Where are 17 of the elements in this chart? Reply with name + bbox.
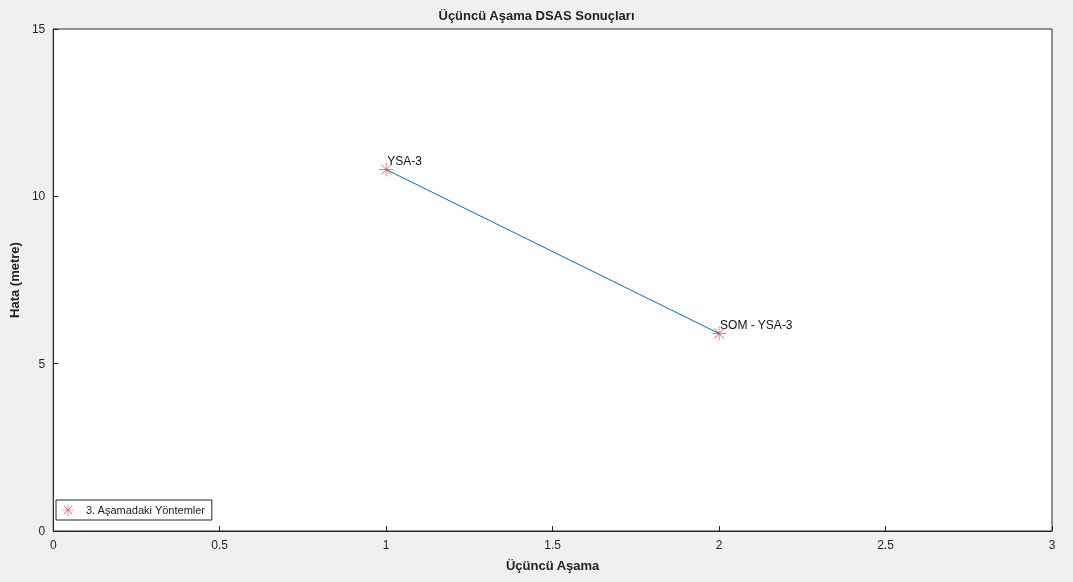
annotation: SOM - YSA-3 (720, 317, 793, 332)
x-axis-title: Üçüncü Aşama (505, 558, 601, 573)
y-tick-label: 5 (38, 356, 46, 371)
y-axis-title: Hata (metre) (7, 242, 22, 318)
x-tick-label: 2.5 (877, 538, 895, 552)
y-tick-label: 15 (31, 22, 46, 36)
legend-label: 3. Aşamadaki Yöntemler (86, 504, 206, 516)
x-tick-label: 1.5 (544, 538, 562, 552)
x-tick-label: 0 (49, 538, 57, 552)
x-tick-label: 3 (1048, 538, 1056, 552)
x-tick-label: 1 (382, 538, 390, 552)
y-tick-label: 10 (31, 189, 46, 204)
x-tick-label: 2 (715, 538, 723, 552)
y-tick-label: 0 (38, 524, 46, 538)
chart-title: Üçüncü Aşama DSAS Sonuçları (438, 8, 635, 23)
x-tick-label: 0.5 (211, 538, 229, 552)
annotation: YSA-3 (387, 153, 423, 168)
